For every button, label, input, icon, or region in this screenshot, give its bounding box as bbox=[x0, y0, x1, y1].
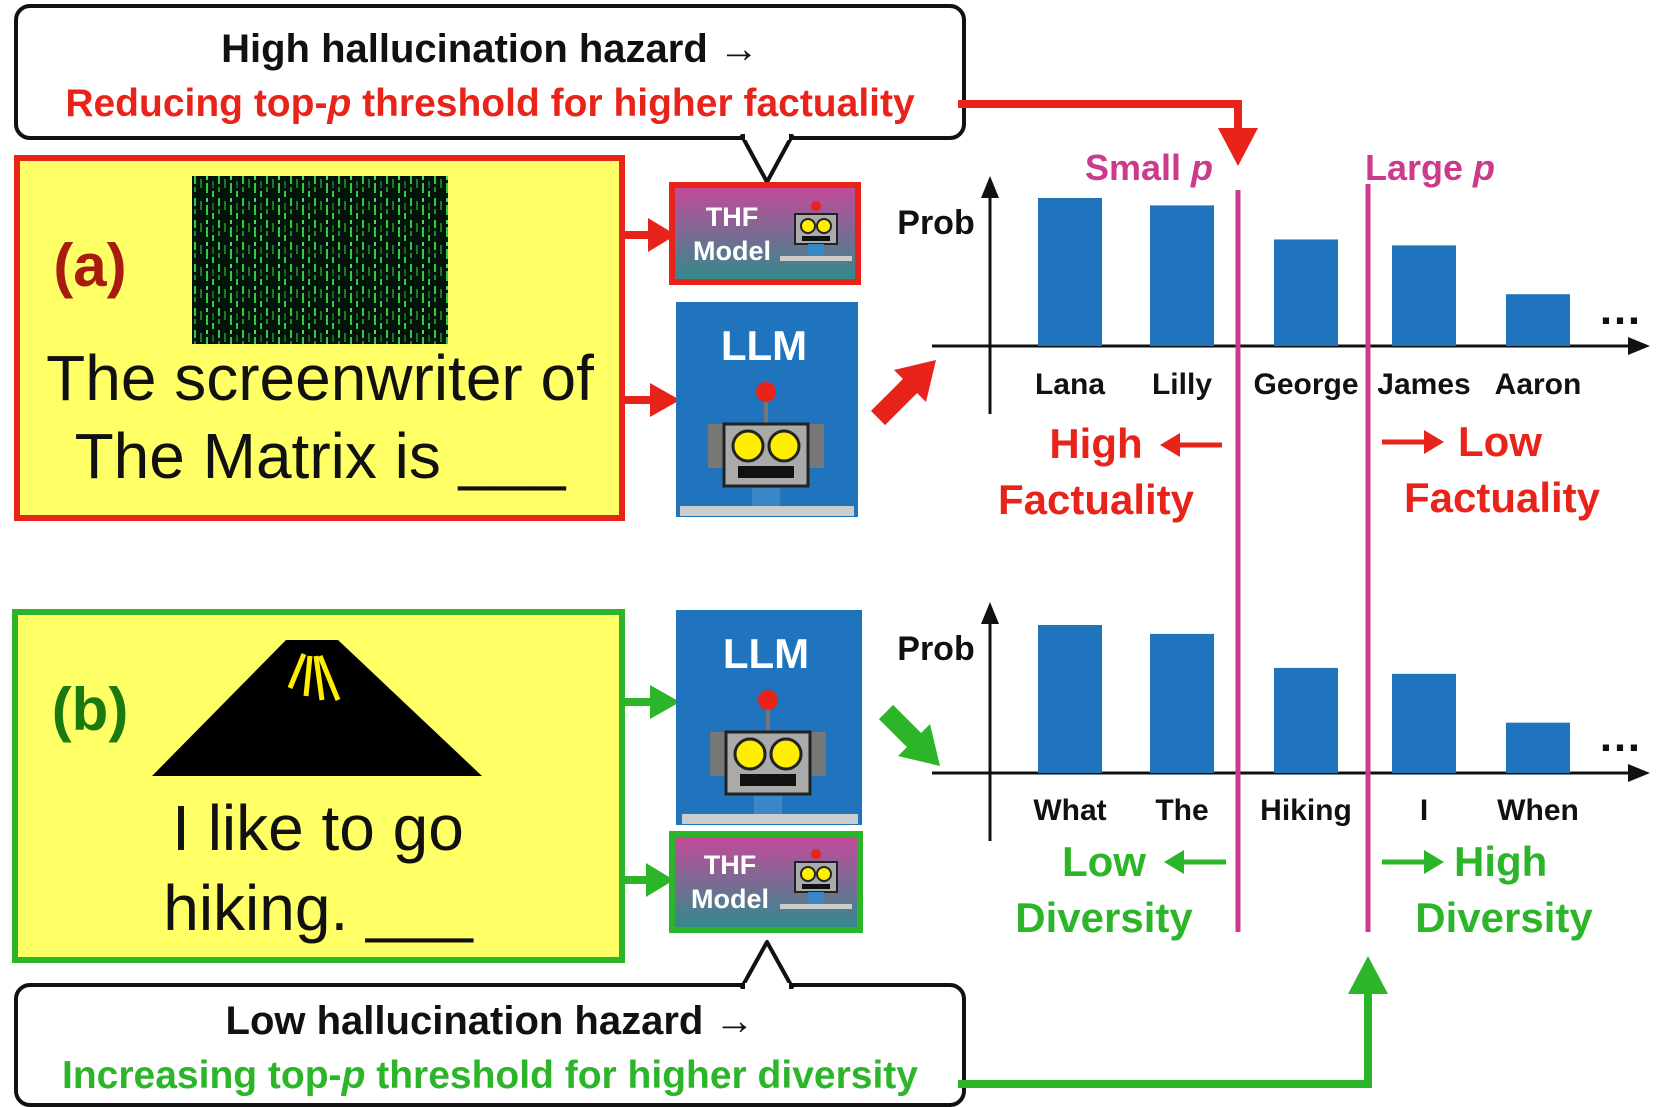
ellipsis-b: … bbox=[1598, 712, 1642, 761]
matrix-code-image bbox=[192, 176, 448, 344]
tick-label-the: The bbox=[1155, 794, 1208, 827]
arrow-callout-to-large-p bbox=[958, 956, 1388, 1088]
panel-b-label: (b) bbox=[52, 676, 129, 743]
bar-lilly bbox=[1150, 205, 1214, 346]
callout-a-line1: High hallucination hazard → bbox=[221, 27, 759, 71]
tick-label-what: What bbox=[1033, 794, 1106, 827]
panel-b: (b) I like to go hiking. ___ LLM bbox=[12, 609, 1388, 1107]
robot-icon bbox=[682, 690, 858, 824]
low-diversity-line1: Low bbox=[1062, 838, 1146, 885]
llm-b-label: LLM bbox=[723, 630, 809, 677]
arrow-prompt-to-llm-a bbox=[625, 383, 680, 417]
bar-hiking bbox=[1274, 667, 1338, 773]
bar-lana bbox=[1038, 198, 1102, 346]
tick-label-lilly: Lilly bbox=[1152, 368, 1212, 401]
tick-label-george: George bbox=[1253, 368, 1358, 401]
prompt-a-line1: The screenwriter of bbox=[46, 342, 594, 414]
robot-icon bbox=[780, 849, 852, 909]
x-axis-arrow-icon bbox=[1628, 337, 1650, 355]
llm-box-b: LLM bbox=[676, 610, 862, 825]
thf-a-line1: THF bbox=[706, 202, 758, 232]
callout-a-line2: Reducing top-p threshold for higher fact… bbox=[65, 82, 915, 125]
y-axis-arrow-icon bbox=[981, 602, 999, 624]
low-factuality-line1: Low bbox=[1458, 418, 1542, 465]
arrow-llm-to-chart-b bbox=[878, 704, 940, 766]
thf-model-b: THF Model bbox=[669, 831, 863, 933]
high-diversity-line1: High bbox=[1454, 838, 1547, 885]
bar-the bbox=[1150, 633, 1214, 773]
prompt-a-line2: The Matrix is ___ bbox=[75, 420, 567, 492]
chart-a: Prob Lana Lilly George James Aaron … bbox=[897, 176, 1650, 414]
mountain-icon bbox=[152, 640, 482, 776]
tick-label-hiking: Hiking bbox=[1260, 794, 1352, 827]
arrow-right-icon bbox=[1382, 430, 1444, 454]
high-diversity-line2: Diversity bbox=[1415, 894, 1593, 941]
bar-james bbox=[1392, 245, 1456, 346]
y-axis-label-a: Prob bbox=[897, 204, 974, 242]
bar-what bbox=[1038, 625, 1102, 773]
large-p-label: Large p bbox=[1365, 147, 1495, 188]
robot-icon bbox=[780, 201, 852, 261]
arrow-prompt-to-thf-a bbox=[625, 218, 676, 252]
prompt-b-line1: I like to go bbox=[172, 792, 464, 864]
tick-label-aaron: Aaron bbox=[1495, 368, 1582, 401]
tick-label-james: James bbox=[1377, 368, 1470, 401]
high-factuality-line1: High bbox=[1049, 420, 1142, 467]
panel-a-label: (a) bbox=[53, 232, 126, 299]
ellipsis-a: … bbox=[1598, 285, 1642, 334]
callout-b: Low hallucination hazard → Increasing to… bbox=[14, 940, 966, 1107]
tick-label-lana: Lana bbox=[1035, 368, 1105, 401]
robot-icon bbox=[680, 382, 854, 516]
callout-b-line1: Low hallucination hazard → bbox=[226, 999, 755, 1043]
low-factuality-line2: Factuality bbox=[1404, 474, 1601, 521]
thf-model-a: THF Model bbox=[669, 182, 861, 285]
tick-label-when: When bbox=[1497, 794, 1579, 827]
arrow-left-icon bbox=[1164, 850, 1226, 874]
llm-a-label: LLM bbox=[721, 322, 807, 369]
bar-george bbox=[1274, 239, 1338, 346]
small-p-label: Small p bbox=[1085, 147, 1213, 188]
region-labels-b: Low Diversity High Diversity bbox=[1015, 838, 1593, 941]
x-axis-arrow-icon bbox=[1628, 764, 1650, 782]
arrow-prompt-to-thf-b bbox=[625, 863, 674, 897]
low-diversity-line2: Diversity bbox=[1015, 894, 1193, 941]
callout-b-line2: Increasing top-p threshold for higher di… bbox=[62, 1054, 918, 1097]
prompt-b-line2: hiking. ___ bbox=[163, 872, 474, 944]
thf-a-line2: Model bbox=[693, 236, 771, 266]
bar-i bbox=[1392, 673, 1456, 773]
threshold-lines: Small p Large p bbox=[1085, 147, 1495, 932]
callout-a: High hallucination hazard → Reducing top… bbox=[14, 4, 966, 184]
arrow-callout-to-small-p bbox=[958, 100, 1258, 166]
panel-a: High hallucination hazard → Reducing top… bbox=[14, 4, 1258, 521]
llm-box-a: LLM bbox=[676, 302, 858, 517]
tick-label-i: I bbox=[1420, 794, 1428, 827]
y-axis-label-b: Prob bbox=[897, 630, 974, 668]
chart-b: Prob What The Hiking I When … bbox=[897, 602, 1650, 841]
region-labels-a: High Factuality Low Factuality bbox=[998, 418, 1601, 523]
arrow-llm-to-chart-a bbox=[870, 360, 936, 426]
y-axis-arrow-icon bbox=[981, 176, 999, 198]
prompt-box-a: (a) The screenwriter of The Matrix is __… bbox=[14, 155, 625, 521]
prompt-box-b: (b) I like to go hiking. ___ bbox=[12, 609, 625, 963]
thf-b-line1: THF bbox=[704, 850, 756, 880]
arrow-right-icon bbox=[1382, 850, 1444, 874]
arrow-left-icon bbox=[1160, 433, 1222, 457]
thf-b-line2: Model bbox=[691, 884, 769, 914]
bar-aaron bbox=[1506, 294, 1570, 346]
high-factuality-line2: Factuality bbox=[998, 476, 1195, 523]
bar-when bbox=[1506, 722, 1570, 773]
arrow-prompt-to-llm-b bbox=[625, 685, 680, 719]
